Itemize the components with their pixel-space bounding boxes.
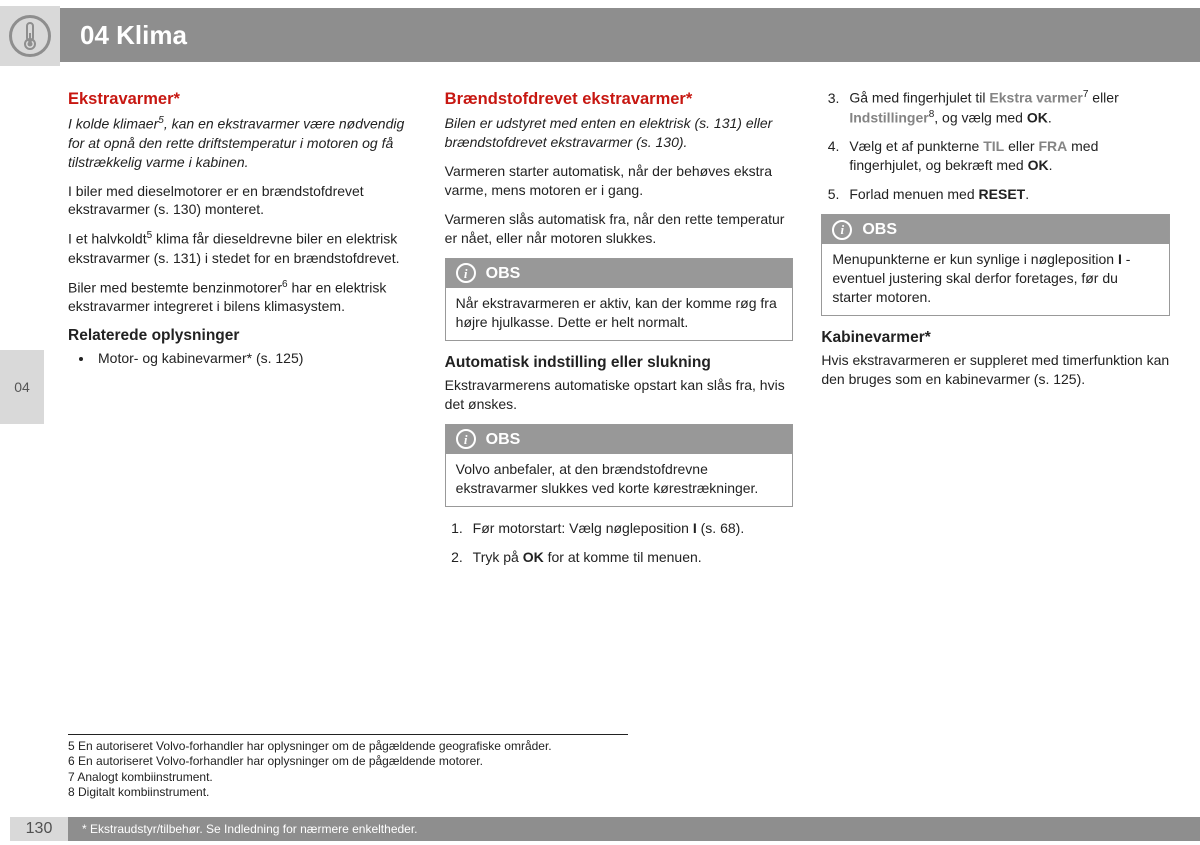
obs-title: OBS: [486, 429, 521, 451]
side-chapter-tab: 04: [0, 350, 44, 424]
header-bar: 04 Klima: [60, 8, 1200, 62]
step-list: Før motorstart: Vælg nøgleposition I (s.…: [445, 519, 794, 567]
obs-body: Menupunkterne er kun synlige i nøgleposi…: [822, 244, 1169, 315]
footnote: 6 En autoriseret Volvo-forhandler har op…: [68, 754, 628, 770]
main-content: Ekstravarmer* I kolde klimaer5, kan en e…: [68, 88, 1170, 725]
obs-header: i OBS: [822, 215, 1169, 245]
body-text: I et halvkoldt5 klima får dieseldrevne b…: [68, 229, 417, 267]
list-item: Forlad menuen med RESET.: [843, 185, 1170, 204]
obs-body: Når ekstravarmeren er aktiv, kan der kom…: [446, 288, 793, 340]
obs-body: Volvo anbefaler, at den brændstofdrevne …: [446, 454, 793, 506]
page-number: 130: [10, 817, 68, 841]
footnote: 8 Digitalt kombiinstrument.: [68, 785, 628, 801]
obs-title: OBS: [486, 263, 521, 285]
list-item: Vælg et af punkterne TIL eller FRA med f…: [843, 137, 1170, 175]
page-title: 04 Klima: [80, 20, 187, 51]
intro-text: I kolde klimaer5, kan en ekstravarmer væ…: [68, 114, 417, 171]
intro-text: Bilen er udstyret med enten en elektrisk…: [445, 114, 794, 152]
obs-header: i OBS: [446, 259, 793, 289]
step-list: Gå med fingerhjulet til Ekstra varmer7 e…: [821, 88, 1170, 204]
thermometer-icon: [9, 15, 51, 57]
related-list: Motor- og kabinevarmer* (s. 125): [68, 349, 417, 368]
list-item: Før motorstart: Vælg nøgleposition I (s.…: [467, 519, 794, 538]
sub-heading: Kabinevarmer*: [821, 328, 1170, 349]
sub-heading: Automatisk indstilling eller slukning: [445, 353, 794, 374]
obs-callout: i OBS Menupunkterne er kun synlige i nøg…: [821, 214, 1170, 316]
footer-note: * Ekstraudstyr/tilbehør. Se Indledning f…: [82, 822, 418, 836]
body-text: Ekstravarmerens automatiske opstart kan …: [445, 376, 794, 414]
body-text: Varmeren starter automatisk, når der beh…: [445, 162, 794, 200]
footnotes: 5 En autoriseret Volvo-forhandler har op…: [68, 734, 628, 801]
list-item: Motor- og kabinevarmer* (s. 125): [94, 349, 417, 368]
body-text: I biler med dieselmotorer er en brændsto…: [68, 182, 417, 220]
footer-bar: * Ekstraudstyr/tilbehør. Se Indledning f…: [68, 817, 1200, 841]
list-item: Tryk på OK for at komme til menuen.: [467, 548, 794, 567]
column-3: Gå med fingerhjulet til Ekstra varmer7 e…: [821, 88, 1170, 725]
section-heading: Brændstofdrevet ekstravarmer*: [445, 88, 794, 110]
body-text: Hvis ekstravarmeren er suppleret med tim…: [821, 351, 1170, 389]
footnote: 5 En autoriseret Volvo-forhandler har op…: [68, 739, 628, 755]
info-icon: i: [456, 429, 476, 449]
body-text: Varmeren slås automatisk fra, når den re…: [445, 210, 794, 248]
column-1: Ekstravarmer* I kolde klimaer5, kan en e…: [68, 88, 417, 725]
body-text: Biler med bestemte benzinmotorer6 har en…: [68, 278, 417, 316]
info-icon: i: [832, 220, 852, 240]
obs-title: OBS: [862, 219, 897, 241]
list-item: Gå med fingerhjulet til Ekstra varmer7 e…: [843, 88, 1170, 127]
section-heading: Ekstravarmer*: [68, 88, 417, 110]
sub-heading: Relaterede oplysninger: [68, 326, 417, 347]
header-icon-box: [0, 6, 60, 66]
obs-callout: i OBS Volvo anbefaler, at den brændstofd…: [445, 424, 794, 507]
obs-callout: i OBS Når ekstravarmeren er aktiv, kan d…: [445, 258, 794, 341]
obs-header: i OBS: [446, 425, 793, 455]
info-icon: i: [456, 263, 476, 283]
footnote: 7 Analogt kombiinstrument.: [68, 770, 628, 786]
column-2: Brændstofdrevet ekstravarmer* Bilen er u…: [445, 88, 794, 725]
